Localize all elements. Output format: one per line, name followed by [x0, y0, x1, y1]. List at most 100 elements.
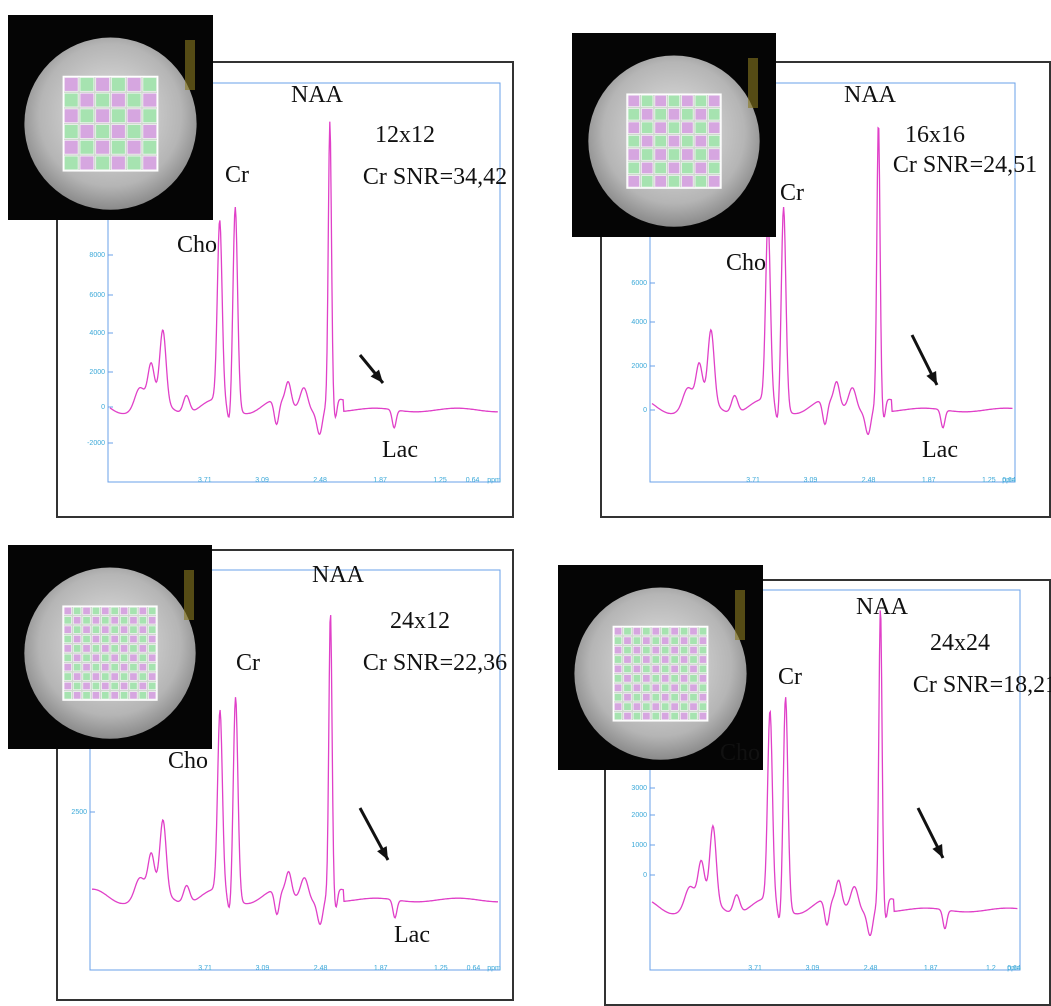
voxel [689, 683, 698, 692]
voxel [110, 625, 119, 634]
voxel [642, 702, 651, 711]
voxel [73, 606, 82, 615]
voxel [138, 635, 147, 644]
voxel [654, 108, 667, 121]
voxel [708, 175, 721, 188]
voxel [642, 693, 651, 702]
voxel [651, 712, 660, 721]
voxel [101, 616, 110, 625]
voxel [694, 175, 707, 188]
snr-label: Cr SNR=18,21 [913, 672, 1051, 698]
voxel [120, 635, 129, 644]
voxel [698, 636, 707, 645]
voxel [63, 672, 72, 681]
voxel [148, 616, 157, 625]
lac-label: Lac [382, 437, 418, 463]
inset-side-text [184, 570, 194, 620]
voxel [698, 712, 707, 721]
x-tick-label: 1.87 [924, 965, 938, 972]
voxel [73, 691, 82, 700]
x-tick-label: 3.71 [746, 477, 760, 484]
voxel [126, 124, 142, 139]
voxel [708, 161, 721, 174]
voxel [120, 663, 129, 672]
voxel [614, 702, 623, 711]
voxel [126, 92, 142, 108]
voxel [91, 653, 100, 662]
voxel [138, 644, 147, 653]
voxel [138, 672, 147, 681]
y-tick-label: 4000 [89, 330, 105, 337]
voxel [614, 693, 623, 702]
voxel [110, 644, 119, 653]
voxel [627, 135, 640, 148]
y-tick-label: 2000 [89, 369, 105, 376]
x-tick-label: 0.64 [1002, 477, 1016, 484]
x-tick-label: 1.87 [374, 965, 388, 972]
voxel [632, 712, 641, 721]
voxel [110, 635, 119, 644]
voxel [661, 712, 670, 721]
voxel [129, 663, 138, 672]
voxel [120, 672, 129, 681]
voxel [95, 92, 110, 108]
voxel [101, 625, 110, 634]
panel-frame [604, 579, 1051, 1006]
voxel [142, 77, 157, 92]
voxel [110, 691, 119, 700]
voxel [148, 644, 157, 653]
voxel [641, 161, 654, 174]
voxel [670, 636, 679, 645]
voxel [627, 161, 640, 174]
voxel [632, 664, 641, 673]
cho-label: Cho [168, 748, 208, 774]
voxel [623, 627, 632, 636]
voxel [138, 653, 147, 662]
y-tick-label: 8000 [89, 252, 105, 259]
voxel [708, 148, 721, 161]
voxel [91, 644, 100, 653]
y-tick-label: -2000 [87, 440, 105, 447]
voxel [641, 135, 654, 148]
voxel [120, 616, 129, 625]
voxel [82, 625, 91, 634]
voxel [641, 94, 654, 107]
voxel [689, 712, 698, 721]
voxel [670, 674, 679, 683]
plot-axes [107, 82, 501, 483]
voxel [708, 108, 721, 121]
voxel [627, 175, 640, 188]
voxel [142, 155, 157, 171]
x-tick-label: ppm [1007, 965, 1021, 972]
voxel [661, 636, 670, 645]
voxel [642, 627, 651, 636]
voxel [689, 702, 698, 711]
y-tick-label: 6000 [631, 280, 647, 287]
voxel [689, 636, 698, 645]
voxel [129, 653, 138, 662]
x-tick-label: 1.2 [986, 965, 996, 972]
voxel [681, 94, 694, 107]
voxel [680, 636, 689, 645]
x-tick-label: 1.25 [433, 477, 447, 484]
voxel [63, 625, 72, 634]
x-tick-label: 2.48 [862, 477, 876, 484]
voxel [129, 681, 138, 690]
voxel [623, 683, 632, 692]
voxel [148, 691, 157, 700]
voxel [654, 121, 667, 134]
voxel [95, 140, 110, 155]
voxel [667, 135, 681, 148]
voxel [681, 148, 694, 161]
voxel [642, 674, 651, 683]
voxel [101, 681, 110, 690]
x-tick-label: 0.64 [1007, 965, 1021, 972]
voxel [689, 664, 698, 673]
voxel [667, 108, 681, 121]
voxel [642, 636, 651, 645]
voxel [641, 121, 654, 134]
voxel [111, 77, 126, 92]
voxel [614, 674, 623, 683]
voxel [667, 148, 681, 161]
cr-label: Cr [236, 650, 260, 676]
